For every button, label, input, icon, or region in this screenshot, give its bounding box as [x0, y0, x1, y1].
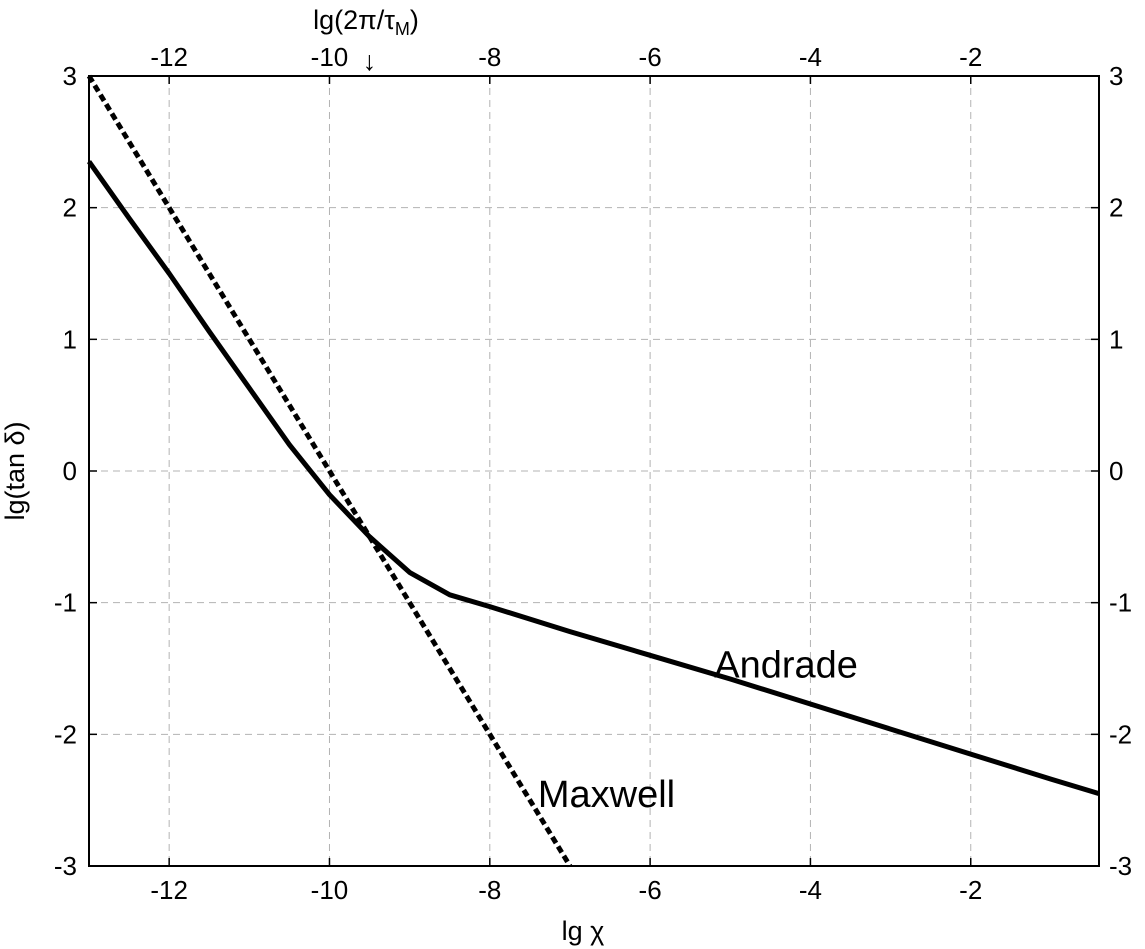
x-tick-label-top: -8 — [478, 42, 501, 72]
y-tick-label-left: -1 — [54, 588, 77, 618]
x-tick-label-top: -6 — [639, 42, 662, 72]
x-tick-label-top: -12 — [150, 42, 188, 72]
y-tick-label-right: 2 — [1109, 193, 1123, 223]
x-axis-title: lg χ — [562, 916, 605, 946]
x-tick-label-bottom: -12 — [150, 875, 188, 905]
y-tick-label-left: 3 — [63, 61, 77, 91]
y-tick-label-right: -3 — [1109, 851, 1132, 881]
annotation-andrade: Andrade — [714, 645, 858, 687]
x-tick-label-top: -4 — [799, 42, 822, 72]
series-maxwell-line — [86, 74, 573, 868]
x-tick-label-bottom: -2 — [959, 875, 982, 905]
y-axis-title-text: lg(tan δ) — [0, 421, 30, 520]
x-tick-label-bottom: -8 — [478, 875, 501, 905]
x-tick-label-top: -2 — [959, 42, 982, 72]
top-axis-arrow-icon: ↓ — [363, 46, 377, 76]
x-tick-label-bottom: -6 — [639, 875, 662, 905]
x-axis-title-text: lg χ — [562, 916, 605, 946]
top-axis-title-text: lg(2π/τ — [313, 5, 395, 35]
top-axis-title: lg(2π/τM) — [313, 5, 419, 39]
grid-layer — [89, 76, 1099, 866]
top-axis-arrow-text: ↓ — [363, 46, 377, 76]
top-axis-title-subscript: M — [395, 19, 410, 39]
x-tick-label-top: -10 — [311, 42, 349, 72]
x-tick-label-bottom: -10 — [311, 875, 349, 905]
labels-layer: -12-12-10-10-8-8-6-6-4-4-2-2-3 -3-2 -2-1 -1… — [54, 42, 1132, 905]
y-tick-label-left: -3 — [54, 851, 77, 881]
x-tick-label-bottom: -4 — [799, 875, 822, 905]
y-tick-label-left: 2 — [63, 193, 77, 223]
top-axis-title-close: ) — [410, 5, 419, 35]
y-axis-title: lg(tan δ) — [0, 421, 30, 520]
y-tick-label-right: -1 — [1109, 588, 1132, 618]
series-layer — [86, 74, 1100, 868]
y-tick-label-right: 1 — [1109, 324, 1123, 354]
series-andrade-line — [86, 160, 1100, 796]
annotation-maxwell: Maxwell — [538, 774, 675, 816]
y-tick-label-right: -2 — [1109, 719, 1132, 749]
y-tick-label-right: 0 — [1109, 456, 1123, 486]
y-tick-label-right: 3 — [1109, 61, 1123, 91]
y-tick-label-left: -2 — [54, 719, 77, 749]
y-tick-label-left: 0 — [63, 456, 77, 486]
y-tick-label-left: 1 — [63, 324, 77, 354]
